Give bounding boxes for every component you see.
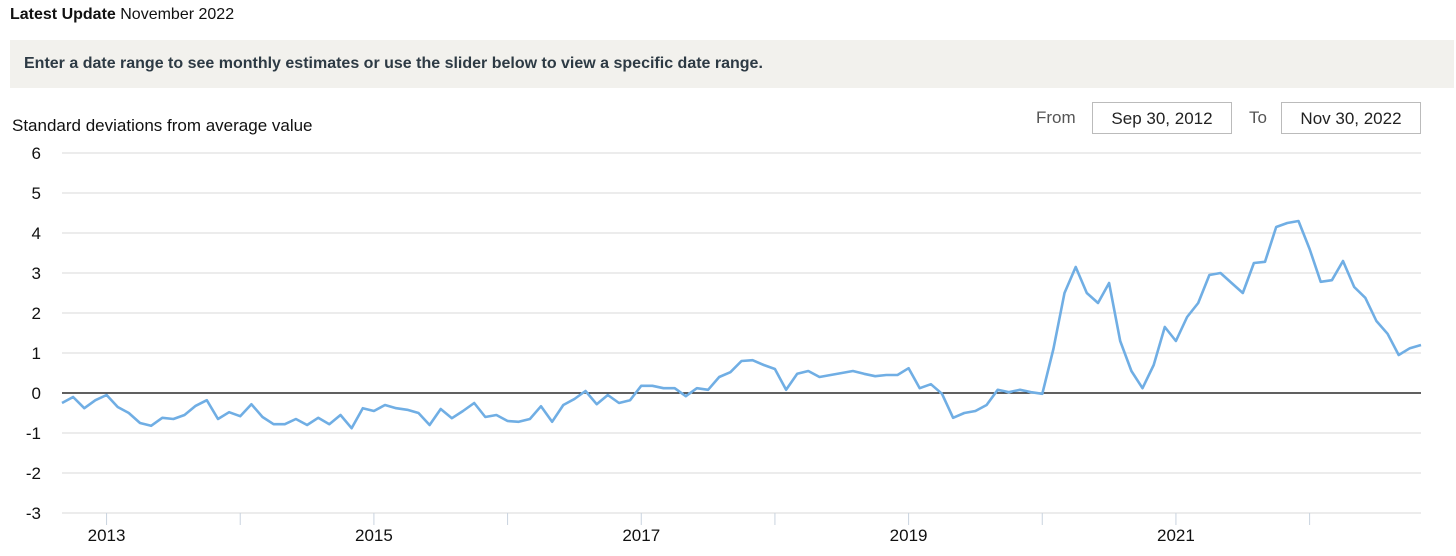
y-tick-label: 5	[32, 184, 41, 203]
y-tick-label: 2	[32, 304, 41, 323]
instruction-banner: Enter a date range to see monthly estima…	[10, 40, 1454, 88]
y-tick-label: 4	[32, 224, 41, 243]
to-date-input[interactable]: Nov 30, 2022	[1281, 102, 1421, 134]
from-date-input[interactable]: Sep 30, 2012	[1092, 102, 1232, 134]
y-axis-label: Standard deviations from average value	[12, 116, 313, 135]
from-label: From	[1036, 108, 1076, 127]
instruction-text: Enter a date range to see monthly estima…	[24, 55, 763, 72]
to-label: To	[1249, 108, 1267, 127]
y-tick-label: 1	[32, 344, 41, 363]
x-tick-label: 2017	[622, 526, 660, 545]
y-tick-label: -3	[26, 504, 41, 523]
y-tick-label: -1	[26, 424, 41, 443]
y-tick-label: 0	[32, 384, 41, 403]
x-tick-label: 2013	[88, 526, 126, 545]
y-tick-label: 3	[32, 264, 41, 283]
grid-lines	[62, 152, 1421, 514]
x-axis-ticks: 2013 2015 2017 2019 2021	[88, 513, 1311, 545]
y-tick-label: 6	[32, 144, 41, 163]
latest-update-value: November 2022	[120, 6, 235, 23]
latest-update-label: Latest Update	[10, 6, 116, 23]
y-tick-label: -2	[26, 464, 41, 483]
latest-update: Latest Update November 2022	[10, 6, 234, 24]
x-tick-label: 2021	[1157, 526, 1195, 545]
x-axis	[62, 392, 1421, 514]
y-axis-ticks: 6 5 4 3 2 1 0 -1 -2 -3	[26, 144, 41, 523]
x-tick-label: 2015	[355, 526, 393, 545]
series-line	[61, 219, 1422, 430]
x-tick-label: 2019	[890, 526, 928, 545]
